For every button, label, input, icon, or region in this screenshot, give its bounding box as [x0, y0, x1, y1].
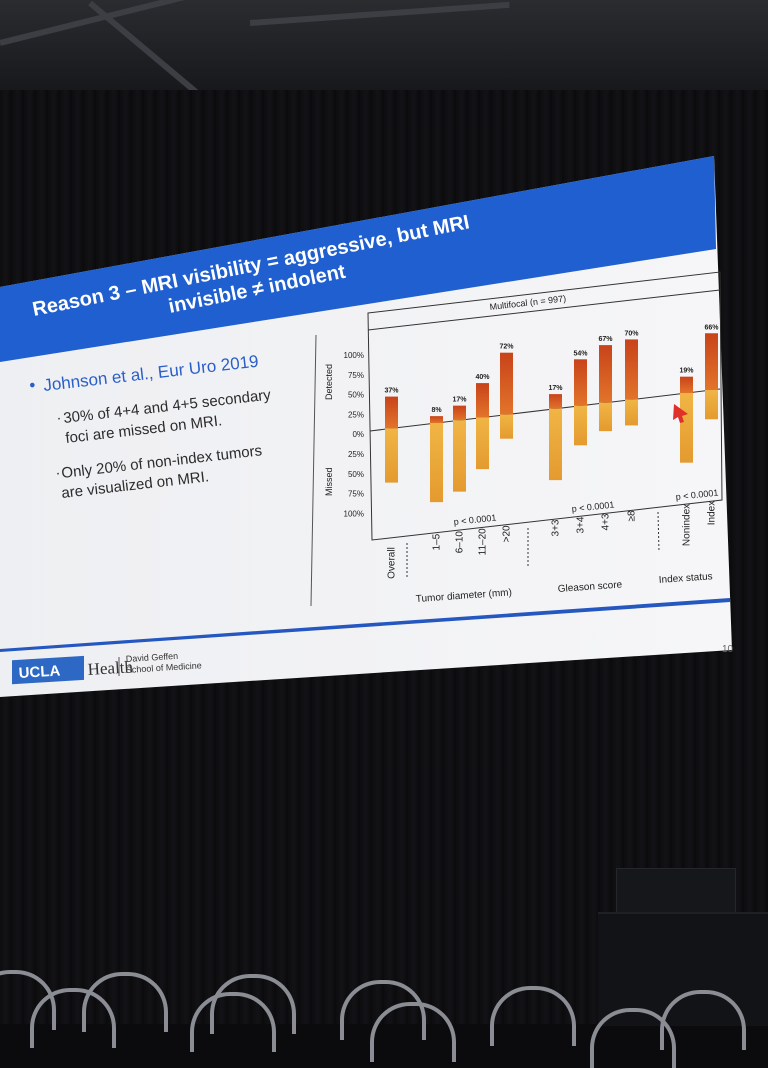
- y-tick-labels: 100% 75% 50% 25% 0% 25% 50% 75% 100%: [344, 351, 364, 518]
- category-label: Overall: [387, 547, 398, 579]
- category-label: 6–10: [455, 531, 466, 554]
- bar-missed: [500, 414, 513, 439]
- bar-missed: [549, 408, 562, 481]
- slide-number: 10: [722, 644, 734, 655]
- y-tick-label: 50%: [348, 391, 364, 400]
- bar-detected: [476, 383, 489, 418]
- category-label: 4+3: [601, 513, 612, 530]
- column-divider: [310, 334, 317, 607]
- school-line1: David Geffen: [126, 651, 179, 664]
- bar-value-label: 54%: [573, 350, 588, 357]
- y-tick-label: 75%: [348, 371, 364, 380]
- ucla-logo-box: [12, 655, 84, 685]
- bar-value-label: 19%: [679, 368, 694, 375]
- bar-detected: [625, 339, 638, 400]
- audience-seats: [0, 960, 768, 1068]
- bar-value-label: 67%: [598, 336, 613, 343]
- group-label-gleason: Gleason score: [557, 579, 623, 595]
- category-label: Nonindex: [682, 504, 693, 546]
- laser-pointer-icon: [673, 404, 688, 423]
- y-tick-label: 100%: [344, 509, 364, 518]
- school-line2: School of Medicine: [126, 660, 203, 675]
- y-label-missed: Missed: [324, 467, 334, 496]
- bar-missed: [599, 402, 612, 432]
- bar-missed: [476, 417, 489, 470]
- group-label-index: Index status: [658, 571, 713, 586]
- y-tick-label: 100%: [344, 351, 364, 360]
- bar-value-label: 17%: [452, 397, 467, 404]
- health-text: Health: [87, 657, 134, 679]
- seat-back: [210, 974, 296, 1034]
- p-value-index: p < 0.0001: [675, 488, 719, 502]
- bar-value-label: 72%: [499, 344, 514, 351]
- category-label: 3+4: [576, 516, 587, 533]
- y-tick-label: 25%: [348, 410, 364, 419]
- category-label: Index: [707, 501, 718, 525]
- seat-back: [490, 986, 576, 1046]
- bar-missed: [705, 390, 718, 420]
- bar-value-label: 66%: [704, 324, 719, 331]
- category-label: 11–20: [478, 528, 489, 556]
- bar-missed: [385, 428, 398, 483]
- bar-detected: [385, 396, 398, 429]
- category-label: 1–5: [432, 533, 443, 550]
- chart-frame: [367, 271, 723, 541]
- group-separator: [657, 511, 660, 553]
- bar-missed: [680, 393, 693, 463]
- bar-missed: [453, 420, 466, 492]
- bar-detected: [680, 376, 693, 394]
- seat-back: [82, 972, 168, 1032]
- bar-detected: [599, 345, 612, 403]
- bar-missed: [574, 405, 587, 446]
- sub-bullet-marker: ·: [55, 465, 62, 482]
- y-tick-label: 75%: [348, 490, 364, 499]
- bar-detected: [500, 352, 513, 415]
- p-value-gleason: p < 0.0001: [571, 500, 615, 514]
- chart-title-divider: [367, 289, 721, 331]
- bar-value-label: 37%: [384, 388, 399, 395]
- bar-missed: [430, 423, 443, 503]
- category-label: >20: [502, 525, 513, 542]
- bar-detected: [705, 333, 718, 391]
- sub-bullet-marker: ·: [56, 410, 63, 427]
- p-value-diameter: p < 0.0001: [453, 513, 497, 527]
- category-label: 3+3: [551, 519, 562, 536]
- bar-detected: [574, 359, 587, 406]
- y-tick-label: 25%: [348, 450, 364, 459]
- bar-series: 37% 8% 17% 40% 72% 17% 54% 67% 70% 19% 66%: [384, 324, 719, 503]
- seat-back: [660, 990, 746, 1050]
- zero-line: [369, 388, 721, 432]
- projection-screen: Reason 3 – MRI visibility = aggressive, …: [0, 156, 734, 697]
- chart: Multifocal (n = 997) Detected Missed 100…: [324, 271, 723, 605]
- y-tick-label: 0%: [352, 430, 364, 439]
- bar-detected: [430, 416, 443, 424]
- ucla-logo-text: UCLA: [18, 662, 61, 682]
- bar-value-label: 17%: [548, 385, 563, 392]
- bar-missed: [625, 399, 638, 426]
- title-bar: [0, 156, 716, 362]
- category-labels: Overall 1–5 6–10 11–20 >20 3+3 3+4 4+3 ≥8 Noninde…: [387, 501, 718, 579]
- bar-detected: [549, 394, 562, 409]
- seat-back: [370, 1002, 456, 1062]
- bar-value-label: 70%: [624, 330, 639, 337]
- lectern-monitor: [616, 868, 736, 916]
- category-label: ≥8: [627, 510, 638, 521]
- bullet-marker: •: [28, 375, 36, 395]
- y-tick-label: 50%: [348, 470, 364, 479]
- bar-value-label: 40%: [475, 374, 490, 381]
- y-label-detected: Detected: [324, 364, 334, 400]
- bar-value-label: 8%: [431, 407, 442, 414]
- bar-detected: [453, 405, 466, 421]
- footer-line: [0, 598, 730, 652]
